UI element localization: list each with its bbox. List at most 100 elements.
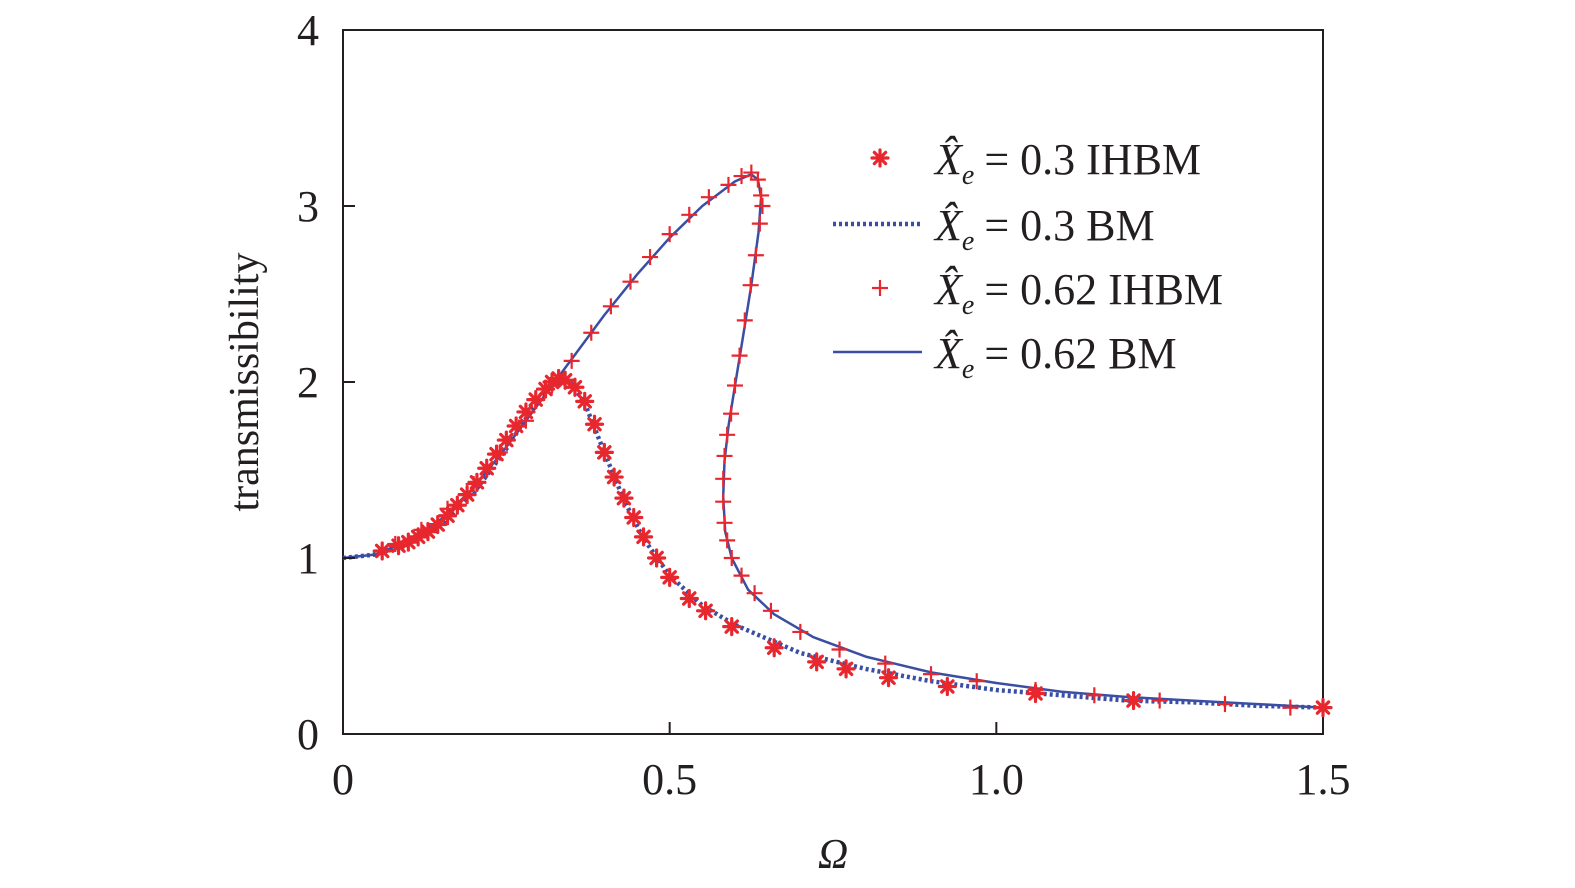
y-tick-label: 0 — [297, 710, 319, 759]
legend-value: = 0.3 IHBM — [984, 135, 1201, 184]
legend-label: X̂e = 0.3 IHBM — [933, 135, 1201, 191]
point-0-3-ihbm — [467, 472, 487, 492]
point-0-3-ihbm — [614, 488, 634, 508]
point-0-3-ihbm — [878, 668, 899, 688]
point-0-62-ihbm — [792, 623, 809, 640]
point-0-62-ihbm — [439, 500, 456, 517]
point-0-62-ihbm — [877, 655, 894, 672]
point-0-62-ihbm — [716, 514, 733, 531]
legend-value: = 0.62 IHBM — [984, 265, 1223, 314]
point-0-62-ihbm — [762, 602, 779, 619]
point-0-62-ihbm — [413, 521, 430, 538]
point-0-62-ihbm — [753, 187, 770, 204]
point-0-3-ihbm — [604, 467, 624, 487]
point-0-62-ihbm — [700, 189, 717, 206]
point-0-62-ihbm — [727, 377, 743, 394]
point-0-62-ihbm — [1151, 692, 1168, 709]
legend-subscript: e — [962, 226, 974, 257]
legend-subscript: e — [962, 354, 974, 385]
point-0-62-ihbm — [622, 273, 639, 290]
point-0-62-ihbm — [681, 206, 698, 223]
series-line-0-62-bm — [342, 173, 1324, 709]
point-0-3-ihbm — [594, 442, 614, 462]
point-0-62-ihbm — [583, 324, 600, 341]
point-0-3-ihbm — [1313, 697, 1333, 718]
point-0-62-ihbm — [661, 226, 678, 243]
point-0-62-ihbm — [746, 585, 763, 602]
point-0-62-ihbm — [968, 673, 985, 690]
x-axis-title: Ω — [818, 832, 848, 878]
point-0-62-ihbm — [715, 493, 732, 510]
axis-ticks: 0 0.5 1.0 1.5 0 1 2 3 4 — [297, 6, 1351, 804]
y-tick-label: 1 — [297, 534, 319, 583]
y-tick-label: 4 — [297, 6, 319, 55]
legend-value: = 0.3 BM — [984, 201, 1154, 250]
point-0-62-ihbm — [465, 476, 482, 493]
point-0-62-ihbm — [736, 312, 753, 329]
point-0-3-ihbm — [506, 416, 526, 436]
point-0-62-ihbm — [642, 249, 659, 266]
point-0-62-ihbm — [544, 377, 561, 394]
legend-label: X̂e = 0.3 BM — [933, 201, 1155, 257]
point-0-3-ihbm — [660, 567, 680, 587]
point-0-62-ihbm — [749, 171, 766, 188]
point-0-62-ihbm — [1086, 687, 1103, 704]
point-0-62-ihbm — [731, 347, 748, 364]
point-0-62-ihbm — [1217, 696, 1233, 713]
legend-marker-asterisk — [870, 148, 890, 168]
point-0-62-ihbm — [723, 550, 740, 566]
legend-subscript: e — [962, 290, 974, 321]
y-tick-label: 2 — [297, 358, 319, 407]
point-0-3-ihbm — [457, 485, 477, 505]
point-0-3-ihbm — [624, 507, 644, 528]
point-0-3-ihbm — [836, 659, 856, 679]
point-0-3-ihbm — [695, 601, 716, 621]
point-0-3-ihbm — [372, 541, 392, 561]
point-0-62-ihbm — [751, 215, 768, 232]
legend-symbol: X̂ — [933, 329, 964, 378]
point-0-62-ihbm — [563, 352, 580, 369]
point-0-3-ihbm — [486, 444, 507, 464]
point-0-62-ihbm — [602, 298, 619, 315]
point-0-3-ihbm — [1123, 690, 1144, 711]
legend-value: = 0.62 BM — [984, 329, 1176, 378]
data-marks — [342, 164, 1333, 718]
point-0-3-ihbm — [633, 527, 654, 547]
point-0-62-ihbm — [719, 532, 736, 549]
x-tick-label: 1.0 — [969, 755, 1024, 804]
point-0-3-ihbm — [937, 676, 957, 697]
point-0-3-ihbm — [584, 414, 605, 434]
point-0-3-ihbm — [555, 370, 575, 390]
point-0-62-ihbm — [517, 412, 534, 429]
point-0-62-ihbm — [743, 164, 760, 181]
x-tick-label: 1.5 — [1296, 755, 1351, 804]
legend-label: X̂e = 0.62 IHBM — [933, 265, 1223, 321]
point-0-62-ihbm — [1282, 699, 1299, 716]
point-0-62-ihbm — [387, 535, 404, 552]
legend-marker-plus — [872, 280, 888, 296]
point-0-3-ihbm — [646, 548, 667, 568]
point-0-62-ihbm — [831, 641, 848, 658]
x-tick-label: 0 — [332, 755, 354, 804]
point-0-62-ihbm — [491, 444, 508, 461]
point-0-3-ihbm — [807, 652, 827, 672]
point-0-3-ihbm — [418, 521, 438, 542]
point-0-62-ihbm — [747, 247, 764, 264]
point-0-62-ihbm — [733, 567, 750, 584]
point-0-62-ihbm — [715, 470, 732, 487]
legend-label: X̂e = 0.62 BM — [933, 329, 1177, 385]
point-0-62-ihbm — [754, 198, 771, 214]
point-0-3-ihbm — [679, 588, 699, 609]
y-tick-label: 3 — [297, 182, 319, 231]
legend-symbol: X̂ — [933, 265, 964, 314]
point-0-62-ihbm — [923, 666, 939, 683]
point-0-62-ihbm — [723, 405, 740, 422]
x-tick-label: 0.5 — [642, 755, 697, 804]
point-0-62-ihbm — [1027, 682, 1044, 698]
point-0-62-ihbm — [720, 176, 737, 193]
point-0-62-ihbm — [733, 168, 750, 185]
point-0-3-ihbm — [575, 391, 595, 411]
point-0-62-ihbm — [716, 447, 733, 464]
point-0-3-ihbm — [764, 638, 784, 658]
